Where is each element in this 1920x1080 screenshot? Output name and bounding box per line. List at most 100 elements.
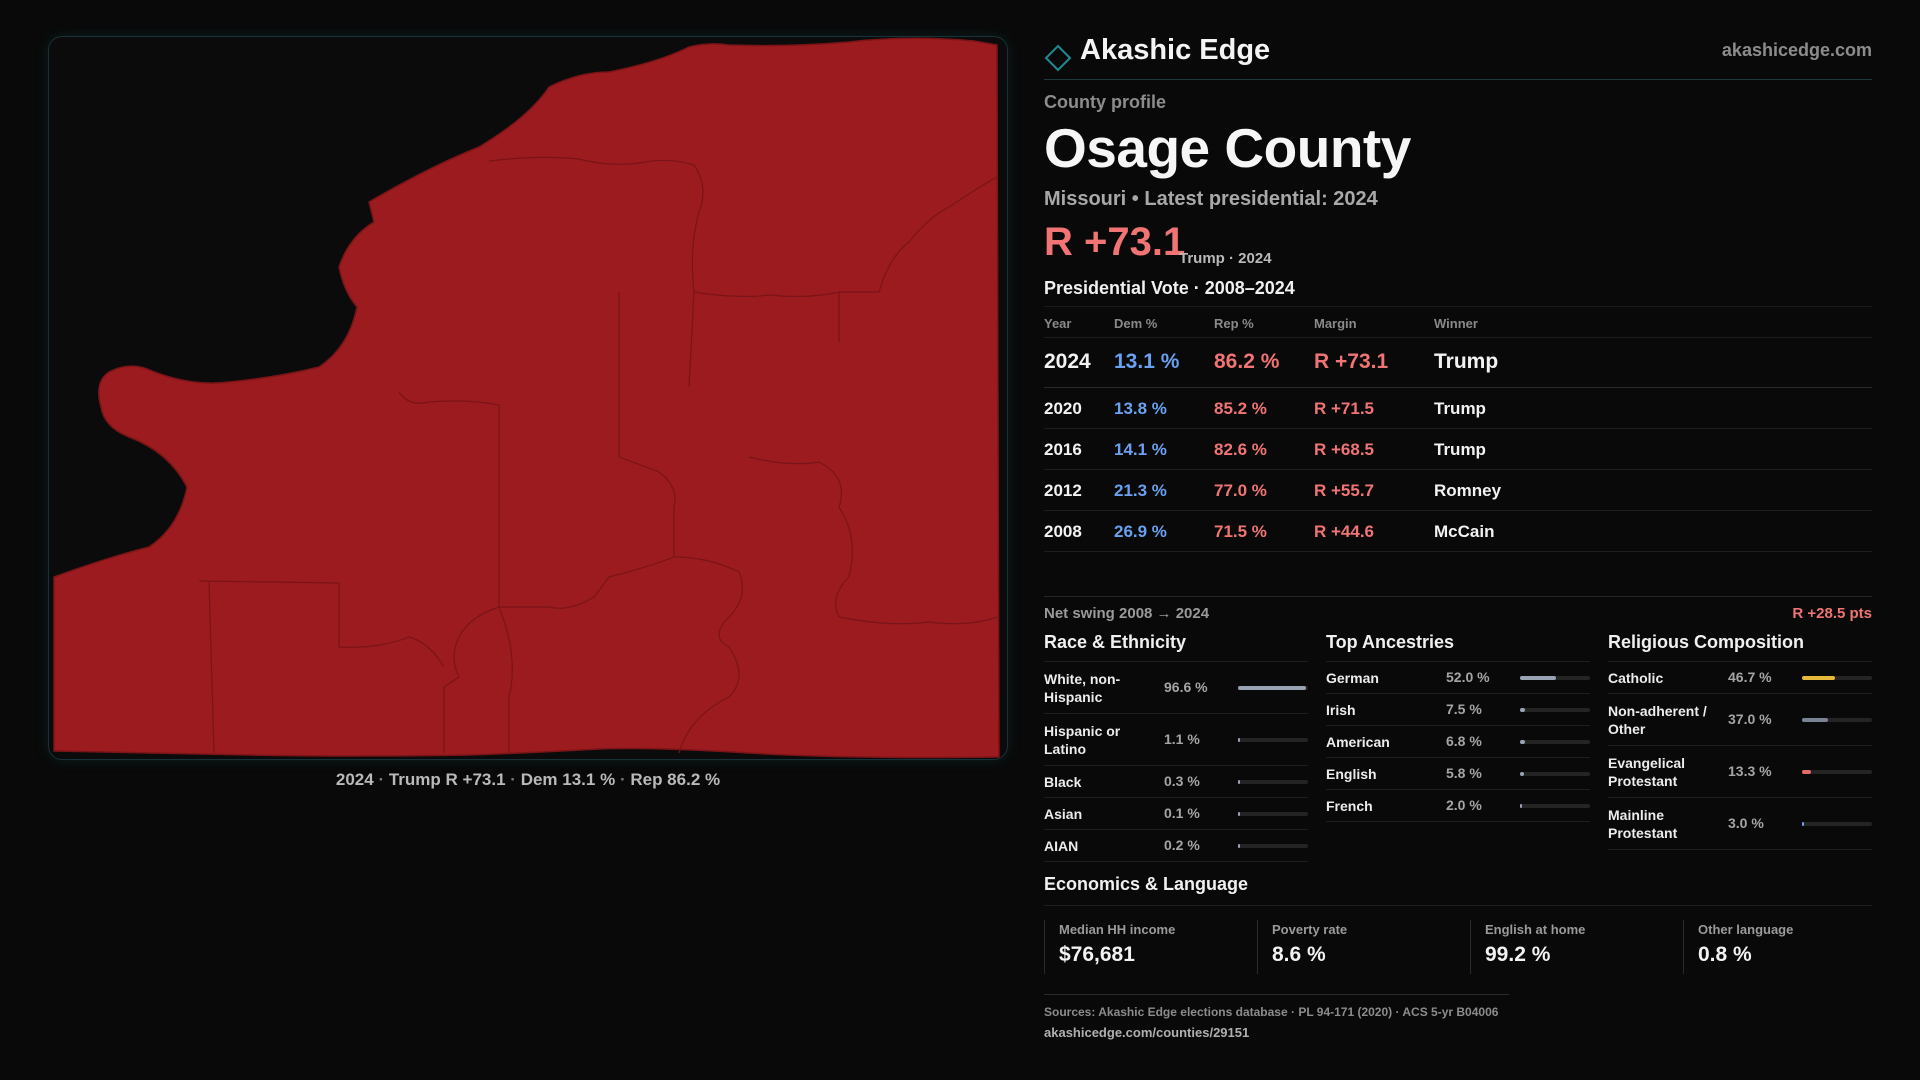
- caption-winner: Trump: [388, 770, 441, 789]
- page-title: Osage County: [1044, 117, 1411, 179]
- race-bar-track: [1238, 780, 1308, 784]
- ancestry-label: American: [1326, 734, 1390, 750]
- county-shape: [53, 37, 1000, 759]
- cell-dem: 13.1 %: [1114, 350, 1180, 373]
- ancestry-bar-fill: [1520, 772, 1525, 776]
- religion-row: Non-adherent / Other 37.0 %: [1608, 694, 1872, 746]
- religion-title: Religious Composition: [1608, 630, 1872, 662]
- race-bar-fill: [1238, 812, 1240, 816]
- cell-rep: 85.2 %: [1214, 399, 1267, 418]
- ancestry-bar-fill: [1520, 804, 1522, 808]
- cell-dem: 14.1 %: [1114, 440, 1167, 459]
- religion-label: Evangelical Protestant: [1608, 755, 1686, 789]
- county-map[interactable]: [48, 36, 1008, 760]
- stat-value: 99.2 %: [1485, 943, 1551, 966]
- ancestry-bar-track: [1520, 676, 1590, 680]
- cell-rep: 71.5 %: [1214, 522, 1267, 541]
- sources-footer: Sources: Akashic Edge elections database…: [1044, 994, 1509, 1040]
- table-row: 2020 13.8 % 85.2 % R +71.5 Trump: [1044, 388, 1872, 429]
- race-value: 1.1 %: [1164, 731, 1200, 747]
- ancestry-bar-fill: [1520, 676, 1557, 680]
- stat-label: Median HH income: [1059, 922, 1176, 937]
- stat-poverty-rate: Poverty rate 8.6 %: [1257, 920, 1457, 974]
- caption-year: 2024: [335, 770, 374, 789]
- ancestry-row: French 2.0 %: [1326, 790, 1590, 822]
- race-bar-track: [1238, 738, 1308, 742]
- cell-margin: R +68.5: [1314, 440, 1375, 459]
- diamond-logo-icon: [1044, 44, 1072, 72]
- ancestry-row: English 5.8 %: [1326, 758, 1590, 790]
- religion-label: Mainline Protestant: [1608, 807, 1678, 841]
- stat-label: Other language: [1698, 922, 1794, 937]
- religion-value: 3.0 %: [1728, 815, 1764, 831]
- county-profile-panel: Akashic Edge akashicedge.com County prof…: [1044, 30, 1872, 1060]
- caption-dem: Dem 13.1 %: [520, 770, 616, 789]
- brand-name: Akashic Edge: [1080, 34, 1271, 66]
- map-caption: 2024 · Trump R +73.1 · Dem 13.1 % · Rep …: [335, 770, 721, 789]
- stat-value: 0.8 %: [1698, 943, 1752, 966]
- caption-rep: Rep 86.2 %: [630, 770, 721, 789]
- race-label: Asian: [1044, 806, 1083, 822]
- stat-value: 8.6 %: [1272, 943, 1326, 966]
- ancestry-row: Irish 7.5 %: [1326, 694, 1590, 726]
- ancestry-label: Irish: [1326, 702, 1356, 718]
- cell-margin: R +55.7: [1314, 481, 1375, 500]
- ancestry-row: German 52.0 %: [1326, 662, 1590, 694]
- table-row: 2012 21.3 % 77.0 % R +55.7 Romney: [1044, 470, 1872, 511]
- cell-year: 2024: [1044, 350, 1091, 373]
- cell-winner: Trump: [1434, 350, 1499, 373]
- religion-value: 13.3 %: [1728, 763, 1772, 779]
- district-boundaries: [198, 156, 998, 754]
- ancestry-bar-track: [1520, 708, 1590, 712]
- race-label: Hispanic or Latino: [1044, 723, 1121, 757]
- race-bar-fill: [1238, 844, 1240, 848]
- ancestry-label: German: [1326, 670, 1379, 686]
- economics-title: Economics & Language: [1044, 872, 1872, 906]
- race-row: White, non-Hispanic 96.6 %: [1044, 662, 1308, 714]
- caption-margin: R +73.1: [445, 770, 506, 789]
- race-bar-track: [1238, 844, 1308, 848]
- cell-year: 2012: [1044, 481, 1082, 500]
- ancestry-value: 52.0 %: [1446, 669, 1490, 685]
- cell-year: 2008: [1044, 522, 1082, 541]
- header-margin: Margin: [1314, 316, 1357, 331]
- race-bar-fill: [1238, 686, 1306, 690]
- net-swing-label: Net swing 2008 → 2024: [1044, 605, 1210, 622]
- race-label: White, non-Hispanic: [1044, 671, 1121, 705]
- religion-row: Catholic 46.7 %: [1608, 662, 1872, 694]
- race-bar-fill: [1238, 738, 1240, 742]
- table-row: 2016 14.1 % 82.6 % R +68.5 Trump: [1044, 429, 1872, 470]
- net-swing-value: R +28.5 pts: [1792, 605, 1872, 622]
- cell-winner: McCain: [1434, 522, 1495, 541]
- cell-rep: 82.6 %: [1214, 440, 1267, 459]
- table-row: 2008 26.9 % 71.5 % R +44.6 McCain: [1044, 511, 1872, 552]
- brand-url-link[interactable]: akashicedge.com: [1721, 40, 1872, 60]
- cell-margin: R +71.5: [1314, 399, 1375, 418]
- header-dem: Dem %: [1114, 316, 1158, 331]
- religion-label: Catholic: [1608, 670, 1664, 686]
- sources-text: Sources: Akashic Edge elections database…: [1044, 1005, 1499, 1019]
- ancestry-value: 7.5 %: [1446, 701, 1482, 717]
- presidential-vote-title: Presidential Vote · 2008–2024: [1044, 278, 1295, 298]
- religion-bar-track: [1802, 718, 1872, 722]
- county-permalink[interactable]: akashicedge.com/counties/29151: [1044, 1025, 1250, 1040]
- ancestry-value: 6.8 %: [1446, 733, 1482, 749]
- religion-row: Mainline Protestant 3.0 %: [1608, 798, 1872, 850]
- economics-language-section: Economics & Language Median HH income $7…: [1044, 872, 1872, 992]
- race-bar-track: [1238, 686, 1308, 690]
- race-row: Hispanic or Latino 1.1 %: [1044, 714, 1308, 766]
- stat-other-language: Other language 0.8 %: [1683, 920, 1883, 974]
- header-winner: Winner: [1434, 316, 1478, 331]
- page-subtitle: Missouri • Latest presidential: 2024: [1044, 188, 1378, 210]
- stat-median-income: Median HH income $76,681: [1044, 920, 1244, 974]
- ancestry-value: 5.8 %: [1446, 765, 1482, 781]
- ancestry-label: English: [1326, 766, 1377, 782]
- header-rep: Rep %: [1214, 316, 1254, 331]
- cell-rep: 77.0 %: [1214, 481, 1267, 500]
- table-row: 2024 13.1 % 86.2 % R +73.1 Trump: [1044, 338, 1872, 388]
- cell-dem: 21.3 %: [1114, 481, 1167, 500]
- header-year: Year: [1044, 316, 1072, 331]
- race-value: 96.6 %: [1164, 679, 1208, 695]
- race-label: Black: [1044, 774, 1082, 790]
- race-bar-fill: [1238, 780, 1240, 784]
